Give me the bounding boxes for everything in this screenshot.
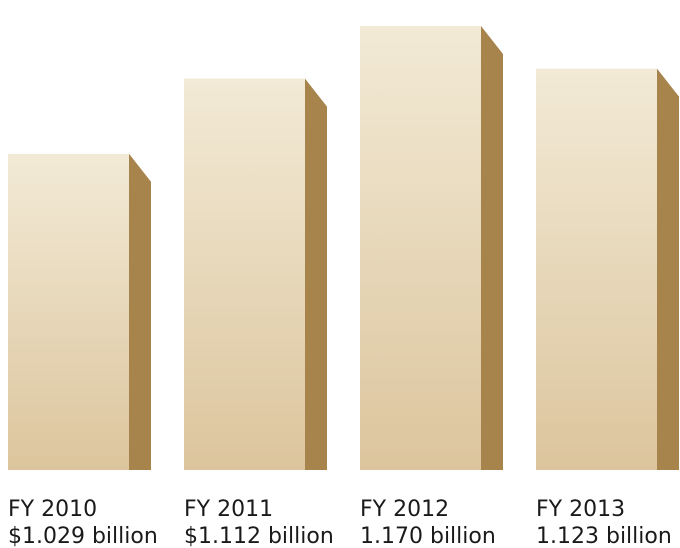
bar-front-fy-2010 (8, 153, 129, 470)
bar-front-fy-2013 (536, 68, 657, 470)
category-label-fy-2012: FY 2012 (360, 497, 449, 522)
bar-front-fy-2012 (360, 26, 481, 471)
value-label-fy-2010: $1.029 billion (8, 524, 158, 548)
labels-group: FY 2010$1.029 billion FY 2011$1.112 billi… (8, 497, 672, 548)
bar-fy-2011 (184, 78, 327, 470)
bar-fy-2013 (536, 68, 679, 470)
category-label-fy-2011: FY 2011 (184, 497, 273, 522)
category-label-fy-2010: FY 2010 (8, 497, 97, 522)
category-label-fy-2013: FY 2013 (536, 497, 625, 522)
bar-fy-2010 (8, 153, 151, 470)
bar-front-fy-2011 (184, 78, 305, 470)
value-label-fy-2013: 1.123 billion (536, 524, 672, 548)
bar-side-fy-2012 (481, 26, 503, 471)
bar-side-fy-2013 (657, 68, 679, 470)
value-label-fy-2012: 1.170 billion (360, 524, 496, 548)
bars-group (8, 26, 679, 471)
bar-side-fy-2010 (129, 153, 151, 470)
bar-fy-2012 (360, 26, 503, 471)
value-label-fy-2011: $1.112 billion (184, 524, 334, 548)
bar-side-fy-2011 (305, 78, 327, 470)
